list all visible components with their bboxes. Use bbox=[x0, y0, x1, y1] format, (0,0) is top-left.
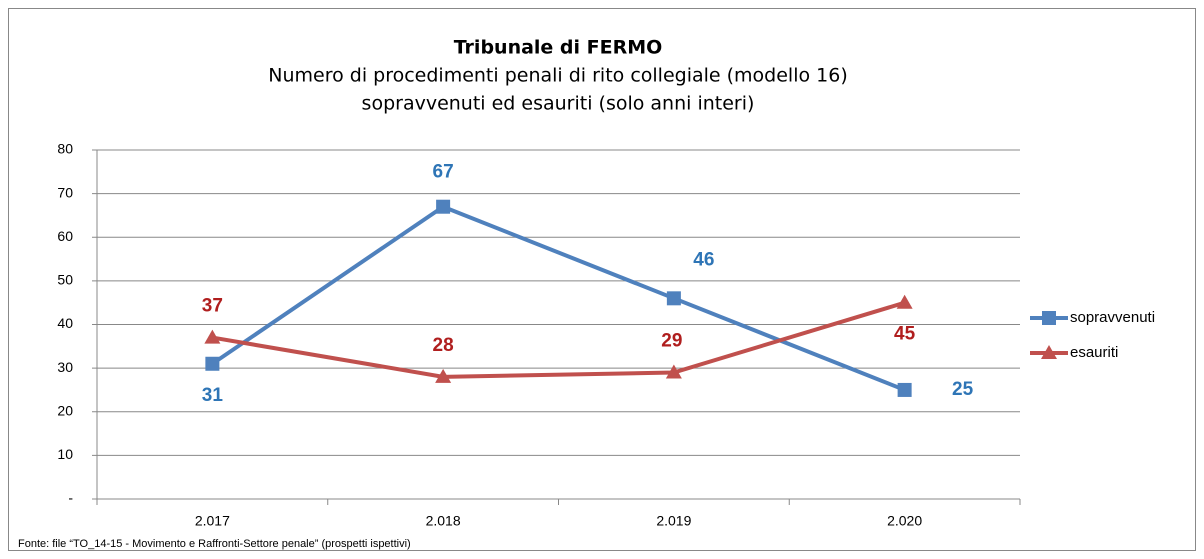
marker bbox=[1042, 311, 1056, 325]
marker bbox=[666, 291, 681, 306]
y-tick-label: 50 bbox=[57, 272, 73, 288]
data-label: 67 bbox=[433, 162, 454, 183]
chart-subtitle: Numero di procedimenti penali di rito co… bbox=[268, 65, 847, 87]
y-tick-label: 10 bbox=[57, 446, 73, 462]
marker bbox=[435, 368, 452, 383]
x-tick-label: 2.017 bbox=[195, 513, 230, 529]
marker bbox=[1041, 345, 1057, 359]
data-label: 29 bbox=[661, 331, 682, 352]
marker bbox=[205, 356, 220, 371]
data-label: 37 bbox=[202, 296, 223, 317]
chart-border bbox=[8, 8, 1196, 551]
y-tick-label: 70 bbox=[57, 184, 73, 200]
data-label: 31 bbox=[202, 385, 224, 406]
y-tick-label: 30 bbox=[57, 359, 73, 375]
y-tick-label: 40 bbox=[57, 315, 73, 331]
source-note: Fonte: file “TO_14-15 - Movimento e Raff… bbox=[18, 538, 411, 550]
data-label: 25 bbox=[952, 379, 974, 400]
marker bbox=[204, 329, 221, 344]
y-tick-label: 60 bbox=[57, 228, 73, 244]
y-tick-label: - bbox=[68, 490, 73, 506]
chart-subtitle: sopravvenuti ed esauriti (solo anni inte… bbox=[362, 93, 755, 115]
x-tick-label: 2.018 bbox=[426, 513, 461, 529]
marker bbox=[897, 382, 912, 397]
data-label: 28 bbox=[433, 335, 454, 356]
legend-label: esauriti bbox=[1070, 344, 1118, 361]
marker bbox=[436, 199, 451, 214]
data-label: 45 bbox=[894, 324, 916, 345]
chart-title: Tribunale di FERMO bbox=[454, 37, 663, 59]
data-label: 46 bbox=[693, 249, 714, 270]
y-tick-label: 80 bbox=[57, 141, 73, 157]
marker bbox=[665, 364, 682, 379]
x-tick-label: 2.019 bbox=[656, 513, 691, 529]
marker bbox=[896, 294, 913, 309]
series-line bbox=[212, 300, 906, 379]
legend-label: sopravvenuti bbox=[1070, 309, 1155, 326]
y-tick-label: 20 bbox=[57, 402, 73, 418]
series-line bbox=[211, 204, 906, 392]
x-tick-label: 2.020 bbox=[887, 513, 922, 529]
